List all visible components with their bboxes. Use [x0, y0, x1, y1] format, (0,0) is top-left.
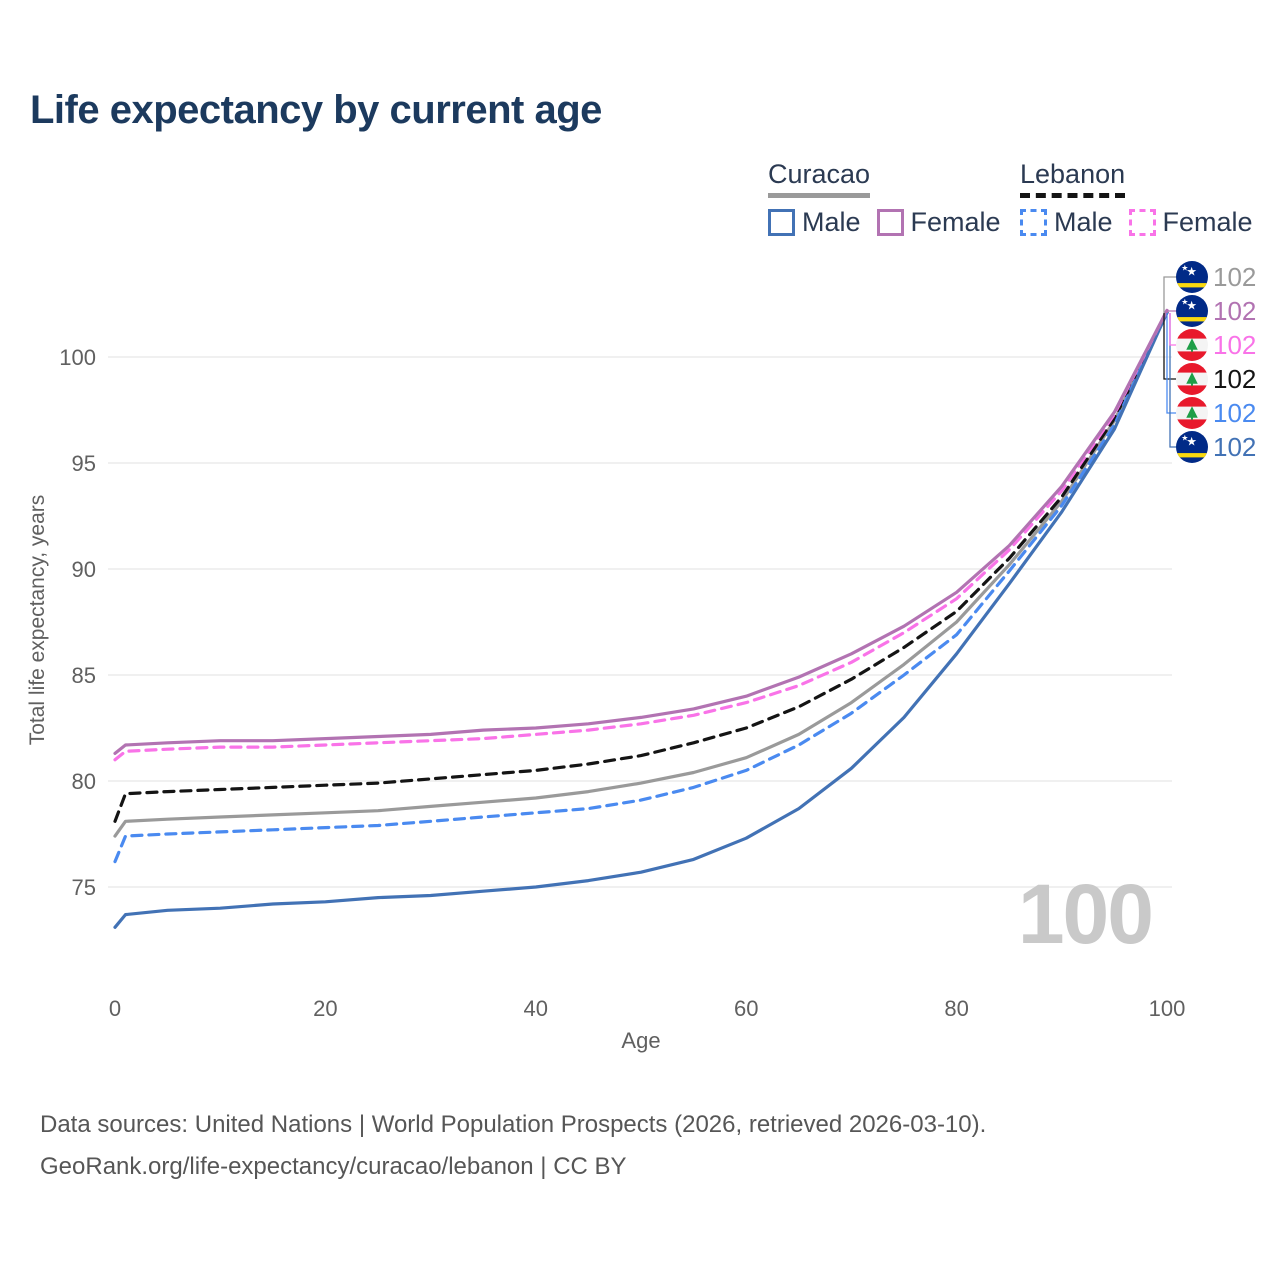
lebanon-flag-icon [1176, 329, 1208, 361]
lebanon-flag-icon [1176, 397, 1208, 429]
series-line-curacao-female [113, 308, 1169, 756]
end-value-label-curacao-male: 102 [1213, 432, 1256, 462]
svg-text:★: ★ [1181, 433, 1188, 442]
curacao-flag-icon: ★★ [1176, 261, 1208, 293]
series-line-lebanon-total [113, 310, 1169, 823]
y-tick-label-95: 95 [72, 451, 96, 476]
x-tick-label-20: 20 [313, 996, 337, 1021]
footer: Data sources: United Nations | World Pop… [40, 1104, 986, 1188]
curacao-flag-icon: ★★ [1176, 295, 1208, 327]
leader-line-curacao-female [1166, 310, 1176, 313]
end-value-label-curacao-female: 102 [1213, 296, 1256, 326]
leader-line-lebanon-total [1163, 313, 1176, 380]
x-tick-label-0: 0 [109, 996, 121, 1021]
legend-country-curacao[interactable]: Curacao [768, 159, 871, 198]
legend-label-curacao-male: Male [802, 206, 861, 237]
legend-group-lebanon: Lebanon Male Female [1020, 159, 1269, 238]
attribution-line: GeoRank.org/life-expectancy/curacao/leba… [40, 1153, 627, 1180]
x-axis-title: Age [621, 1028, 660, 1053]
svg-text:★: ★ [1186, 265, 1197, 279]
end-value-label-lebanon-total: 102 [1213, 364, 1256, 394]
leader-line-curacao-male [1169, 313, 1176, 448]
legend-label-lebanon-male: Male [1054, 206, 1113, 237]
x-tick-label-40: 40 [524, 996, 548, 1021]
legend-label-lebanon-female: Female [1162, 206, 1253, 237]
legend-item-lebanon-male[interactable]: Male [1020, 207, 1113, 238]
chart-title: Life expectancy by current age [30, 88, 602, 132]
x-tick-label-60: 60 [734, 996, 758, 1021]
x-tick-label-100: 100 [1149, 996, 1186, 1021]
x-tick-label-80: 80 [944, 996, 968, 1021]
svg-text:★: ★ [1186, 299, 1197, 313]
curacao-flag-icon: ★★ [1176, 431, 1208, 463]
y-tick-label-85: 85 [72, 663, 96, 688]
lebanon-flag-icon [1176, 363, 1208, 395]
age-counter-watermark: 100 [1017, 867, 1154, 961]
y-tick-label-100: 100 [59, 345, 96, 370]
legend-group-curacao: Curacao Male Female [768, 159, 1017, 238]
svg-text:★: ★ [1181, 297, 1188, 306]
series-line-curacao-male [113, 310, 1169, 929]
series-line-lebanon-female [113, 308, 1169, 762]
end-value-label-lebanon-male: 102 [1213, 398, 1256, 428]
legend-country-lebanon[interactable]: Lebanon [1020, 159, 1126, 198]
svg-text:★: ★ [1186, 435, 1197, 449]
data-sources-line: Data sources: United Nations | World Pop… [40, 1111, 987, 1138]
legend-item-curacao-male[interactable]: Male [768, 207, 861, 238]
y-tick-label-80: 80 [72, 769, 96, 794]
legend-label-curacao-female: Female [910, 206, 1001, 237]
lebanon-female-swatch-icon [1128, 208, 1156, 236]
end-value-label-curacao-total: 102 [1213, 262, 1256, 292]
series-line-curacao-total [113, 310, 1169, 838]
y-tick-label-75: 75 [72, 875, 96, 900]
svg-text:★: ★ [1181, 263, 1188, 272]
leader-line-lebanon-male [1166, 313, 1176, 414]
y-tick-label-90: 90 [72, 557, 96, 582]
y-axis-title: Total life expectancy, years [26, 495, 49, 746]
leader-line-lebanon-female [1169, 313, 1176, 346]
curacao-female-swatch-icon [876, 208, 904, 236]
legend-item-lebanon-female[interactable]: Female [1128, 206, 1253, 238]
curacao-male-swatch-icon [768, 208, 795, 236]
legend-item-curacao-female[interactable]: Female [876, 206, 1001, 238]
lebanon-male-swatch-icon [1020, 208, 1047, 236]
end-value-label-lebanon-female: 102 [1213, 330, 1256, 360]
leader-line-curacao-total [1163, 276, 1176, 313]
series-line-lebanon-male [113, 310, 1169, 864]
